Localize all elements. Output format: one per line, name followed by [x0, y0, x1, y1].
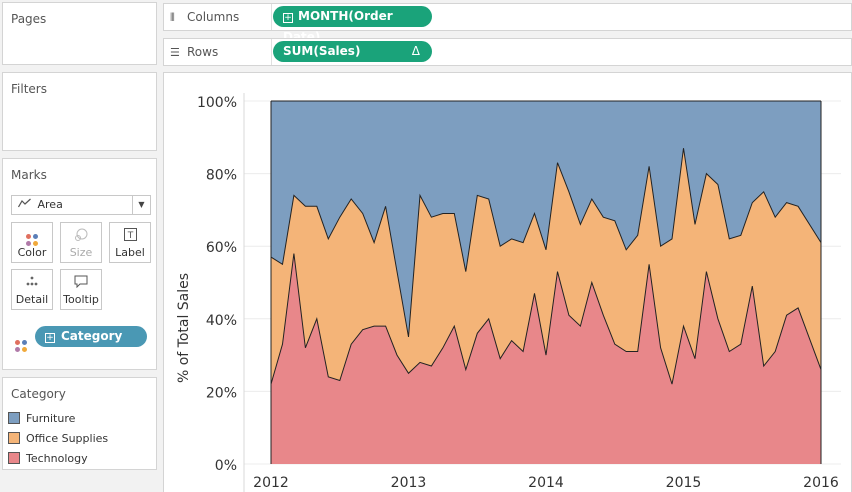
- chevron-down-icon[interactable]: ▼: [132, 196, 150, 214]
- expand-plus-icon[interactable]: +: [283, 13, 293, 23]
- x-tick-label: 2012: [253, 475, 289, 491]
- legend-swatch: [8, 432, 20, 444]
- area-layer: [270, 100, 822, 464]
- color-encoding-row: + Category: [15, 326, 149, 352]
- category-color-pill[interactable]: + Category: [35, 326, 147, 347]
- color-button[interactable]: Color: [11, 222, 53, 263]
- y-tick-label: 0%: [215, 458, 237, 474]
- marks-card: Marks Area ▼ Color Size T Label Detail: [2, 158, 157, 370]
- area-outline-technology: [270, 253, 822, 385]
- label-icon: T: [110, 228, 150, 244]
- x-tick-label: 2016: [803, 475, 839, 491]
- category-legend-card: Category Furniture Office Supplies Techn…: [2, 377, 157, 470]
- chart-pane[interactable]: 0% 20% 40% 60% 80% 100% 2012 2013 2014 2015 2016 %…: [163, 72, 852, 492]
- filters-title: Filters: [11, 82, 47, 96]
- expand-plus-icon[interactable]: +: [45, 333, 55, 343]
- table-calc-delta-icon: Δ: [411, 44, 420, 58]
- area-series-technology: [271, 253, 821, 464]
- tooltip-button[interactable]: Tooltip: [60, 269, 102, 310]
- y-tick-label: 60%: [206, 240, 237, 256]
- area-chart-icon: [17, 196, 34, 214]
- y-tick-label: 40%: [206, 313, 237, 329]
- area-chart: 0% 20% 40% 60% 80% 100% 2012 2013 2014 2015 2016 %…: [176, 93, 841, 492]
- legend-item-furniture[interactable]: Furniture: [8, 411, 75, 429]
- svg-text:T: T: [126, 231, 133, 241]
- columns-icon: ⦀: [170, 11, 175, 24]
- axis-layer: 0% 20% 40% 60% 80% 100% 2012 2013 2014 2015 2016: [197, 93, 839, 492]
- detail-icon: [12, 275, 52, 290]
- tooltip-icon: [61, 275, 101, 291]
- color-icon: [12, 228, 52, 246]
- legend-title: Category: [11, 387, 66, 401]
- rows-icon: ☰: [170, 46, 180, 59]
- x-tick-label: 2015: [666, 475, 702, 491]
- legend-swatch: [8, 412, 20, 424]
- shelf-divider: [271, 39, 272, 65]
- color-encoding-icon: [15, 330, 27, 352]
- x-tick-label: 2013: [391, 475, 427, 491]
- size-icon: [61, 228, 101, 245]
- legend-item-technology[interactable]: Technology: [8, 451, 88, 469]
- y-axis-label: % of Total Sales: [176, 273, 192, 383]
- y-tick-label: 80%: [206, 168, 237, 184]
- area-series-furniture: [271, 101, 821, 337]
- legend-item-office-supplies[interactable]: Office Supplies: [8, 431, 108, 449]
- rows-pill[interactable]: SUM(Sales) Δ: [273, 41, 432, 62]
- legend-swatch: [8, 452, 20, 464]
- marks-title: Marks: [11, 168, 47, 182]
- detail-button[interactable]: Detail: [11, 269, 53, 310]
- area-outline-office-supplies: [270, 148, 822, 337]
- y-tick-label: 20%: [206, 385, 237, 401]
- rows-shelf[interactable]: ☰ Rows SUM(Sales) Δ: [163, 38, 852, 66]
- columns-shelf-label: ⦀ Columns: [170, 10, 240, 24]
- rows-shelf-label: ☰ Rows: [170, 45, 219, 59]
- label-button[interactable]: T Label: [109, 222, 151, 263]
- y-tick-label: 100%: [197, 95, 237, 111]
- shelf-divider: [271, 4, 272, 30]
- mark-type-dropdown[interactable]: Area ▼: [11, 195, 151, 215]
- pages-card[interactable]: Pages: [2, 2, 157, 65]
- pages-title: Pages: [11, 12, 47, 26]
- columns-shelf[interactable]: ⦀ Columns + MONTH(Order Date): [163, 3, 852, 44]
- filters-card[interactable]: Filters: [2, 72, 157, 151]
- columns-pill[interactable]: + MONTH(Order Date): [273, 6, 432, 44]
- size-button[interactable]: Size: [60, 222, 102, 263]
- x-tick-label: 2014: [528, 475, 564, 491]
